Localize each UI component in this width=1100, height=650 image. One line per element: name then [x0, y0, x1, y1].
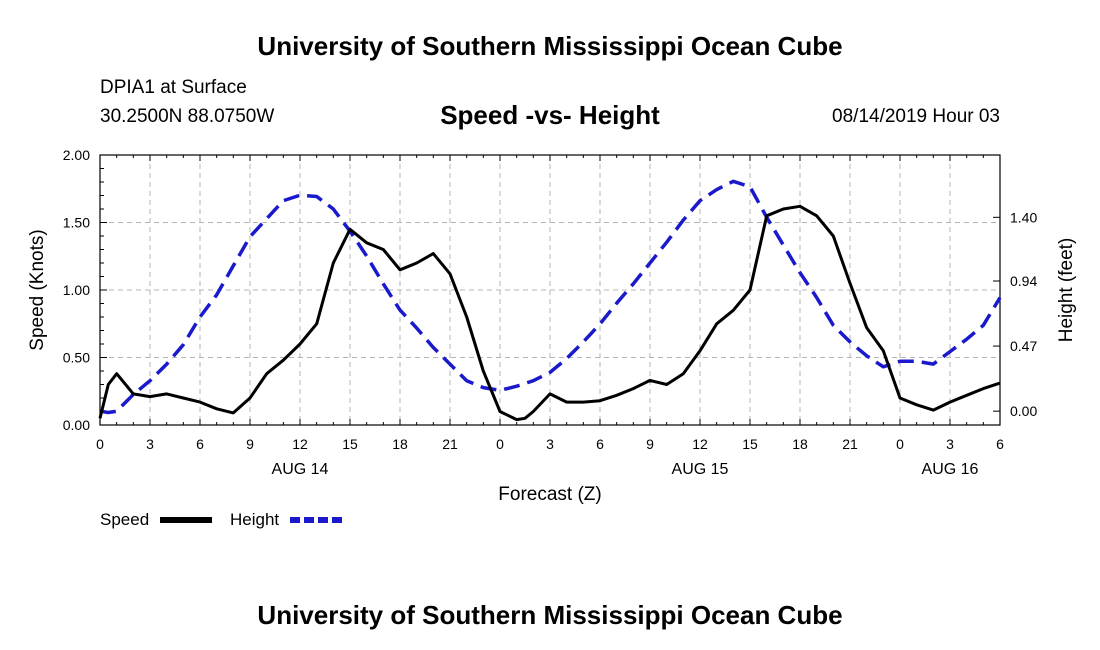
x-tick-label: 6 [996, 436, 1004, 452]
legend-height-label: Height [230, 510, 279, 529]
x-axis-label: Forecast (Z) [498, 484, 601, 505]
chart-title: Speed -vs- Height [440, 100, 660, 130]
y2-tick-label: 0.47 [1010, 338, 1037, 354]
series-speed-line [98, 204, 1001, 422]
legend: Speed Height [100, 510, 342, 529]
y-tick-label: 0.50 [63, 350, 90, 366]
y2-tick-label: 0.94 [1010, 273, 1037, 289]
date-label: AUG 14 [272, 461, 329, 478]
x-tick-label: 3 [146, 436, 154, 452]
x-tick-label: 0 [96, 436, 104, 452]
forecast-datetime: 08/14/2019 Hour 03 [832, 106, 1000, 127]
y2-axis-label: Height (feet) [1056, 238, 1077, 343]
x-tick-label: 21 [442, 436, 458, 452]
date-label: AUG 16 [922, 461, 979, 478]
grid-layer [100, 155, 1000, 425]
footer-title: University of Southern Mississippi Ocean… [257, 600, 843, 630]
y-tick-label: 0.00 [63, 417, 90, 433]
x-tick-label: 15 [742, 436, 758, 452]
series-height-line [99, 179, 1002, 415]
x-tick-label: 21 [842, 436, 858, 452]
x-tick-label: 9 [646, 436, 654, 452]
x-tick-label: 18 [392, 436, 408, 452]
x-tick-label: 15 [342, 436, 358, 452]
x-tick-label: 6 [596, 436, 604, 452]
y2-tick-label: 1.40 [1010, 209, 1037, 225]
x-tick-label: 3 [546, 436, 554, 452]
x-tick-label: 12 [692, 436, 708, 452]
x-tick-label: 0 [896, 436, 904, 452]
y-axis-label: Speed (Knots) [27, 229, 48, 350]
x-tick-label: 12 [292, 436, 308, 452]
x-tick-label: 0 [496, 436, 504, 452]
y-tick-label: 1.00 [63, 282, 90, 298]
tick-layer: 0 3 6 9 12 15 18 21 0 3 6 9 12 15 18 21 0 3 6 AUG 14 AUG 15 A… [63, 147, 1038, 478]
x-tick-label: 9 [246, 436, 254, 452]
x-tick-label: 18 [792, 436, 808, 452]
x-tick-label: 6 [196, 436, 204, 452]
y2-tick-label: 0.00 [1010, 403, 1037, 419]
station-coordinates: 30.2500N 88.0750W [100, 106, 275, 127]
x-tick-label: 3 [946, 436, 954, 452]
station-name: DPIA1 at Surface [100, 77, 247, 98]
page-title: University of Southern Mississippi Ocean… [257, 31, 843, 61]
y-tick-label: 1.50 [63, 215, 90, 231]
date-label: AUG 15 [672, 461, 729, 478]
legend-speed-label: Speed [100, 510, 149, 529]
y-tick-label: 2.00 [63, 147, 90, 163]
